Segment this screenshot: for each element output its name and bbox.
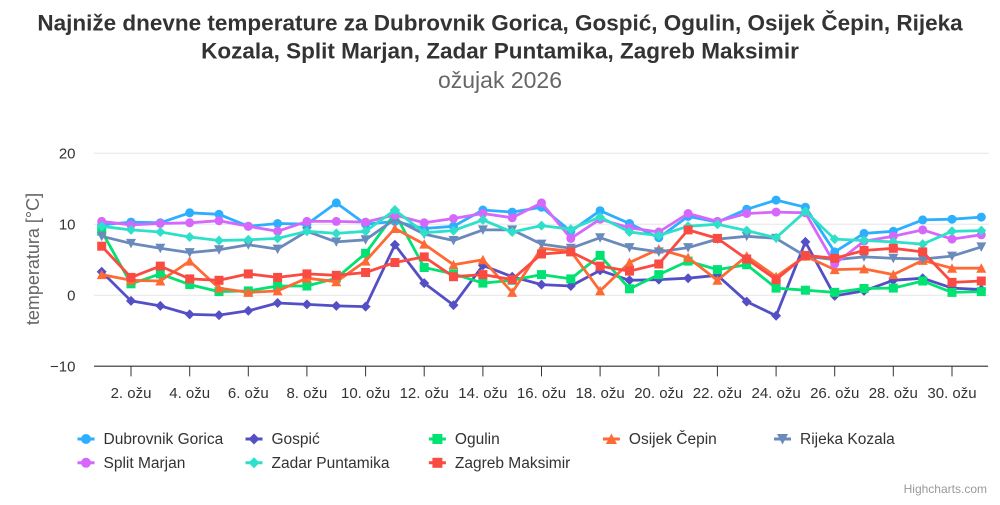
svg-text:16. ožu: 16. ožu <box>517 385 566 402</box>
svg-text:18. ožu: 18. ožu <box>575 385 624 402</box>
svg-text:6. ožu: 6. ožu <box>228 385 269 402</box>
svg-text:14. ožu: 14. ožu <box>458 385 507 402</box>
svg-text:Split Marjan: Split Marjan <box>104 455 186 472</box>
svg-text:4. ožu: 4. ožu <box>169 385 210 402</box>
svg-text:Osijek Čepin: Osijek Čepin <box>629 431 717 448</box>
svg-text:temperatura [°C]: temperatura [°C] <box>23 193 43 325</box>
svg-text:Highcharts.com: Highcharts.com <box>904 482 987 496</box>
svg-text:Zadar Puntamika: Zadar Puntamika <box>272 455 390 472</box>
svg-text:Dubrovnik Gorica: Dubrovnik Gorica <box>104 431 224 448</box>
svg-text:Rijeka Kozala: Rijeka Kozala <box>800 431 895 448</box>
svg-text:26. ožu: 26. ožu <box>810 385 859 402</box>
svg-text:20. ožu: 20. ožu <box>634 385 683 402</box>
svg-text:8. ožu: 8. ožu <box>286 385 327 402</box>
svg-text:10. ožu: 10. ožu <box>341 385 390 402</box>
svg-text:Ogulin: Ogulin <box>455 431 500 448</box>
svg-text:Gospić: Gospić <box>272 431 320 448</box>
svg-text:20: 20 <box>59 146 76 163</box>
svg-text:Kozala, Split Marjan, Zadar Pu: Kozala, Split Marjan, Zadar Puntamika, Z… <box>201 39 799 64</box>
svg-text:Zagreb Maksimir: Zagreb Maksimir <box>455 455 570 472</box>
svg-text:30. ožu: 30. ožu <box>927 385 976 402</box>
svg-text:2. ožu: 2. ožu <box>111 385 152 402</box>
svg-text:28. ožu: 28. ožu <box>869 385 918 402</box>
svg-text:22. ožu: 22. ožu <box>693 385 742 402</box>
svg-text:ožujak 2026: ožujak 2026 <box>438 67 562 93</box>
svg-text:10: 10 <box>59 217 76 234</box>
svg-text:0: 0 <box>67 288 75 305</box>
svg-text:−10: −10 <box>50 359 75 376</box>
svg-text:12. ožu: 12. ožu <box>400 385 449 402</box>
svg-text:24. ožu: 24. ožu <box>751 385 800 402</box>
svg-text:Najniže dnevne temperature za: Najniže dnevne temperature za Dubrovnik … <box>37 11 963 36</box>
